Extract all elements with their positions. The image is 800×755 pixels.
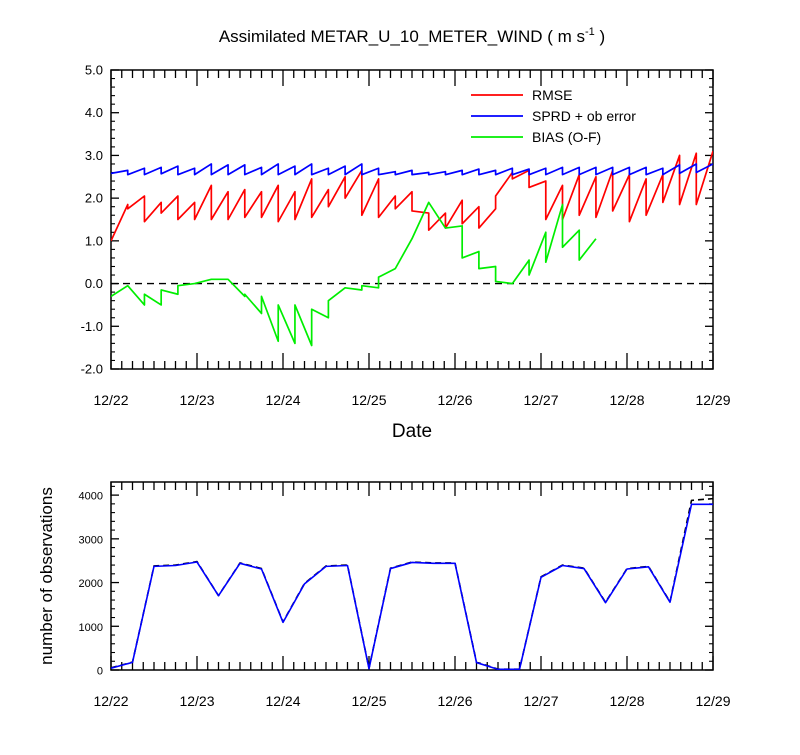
x-tick-label: 12/28 bbox=[609, 392, 644, 408]
x-tick-label: 12/25 bbox=[351, 693, 386, 709]
y-tick-label: 3.0 bbox=[85, 148, 103, 163]
x-tick-label: 12/24 bbox=[265, 693, 300, 709]
y-tick-label: 4000 bbox=[79, 491, 103, 503]
top-chart-legend: RMSE SPRD + ob error BIAS (O-F) bbox=[471, 87, 636, 145]
x-tick-label: 12/27 bbox=[523, 693, 558, 709]
bottom-chart-y-axis-label: number of observations bbox=[37, 487, 56, 665]
y-tick-label: -1.0 bbox=[81, 319, 103, 334]
x-tick-label: 12/29 bbox=[695, 392, 730, 408]
top-chart-title: Assimilated METAR_U_10_METER_WIND ( m s-… bbox=[219, 26, 605, 46]
series-line-assimilated-observations bbox=[111, 503, 713, 670]
top-chart-title-main: Assimilated METAR_U_10_METER_WIND ( m s bbox=[219, 27, 585, 46]
x-tick-label: 12/23 bbox=[179, 392, 214, 408]
top-chart: 12/22 12/23 12/24 12/25 12/26 12/27 12/28 12/29… bbox=[81, 63, 731, 409]
series-line-sprd-ob-error bbox=[111, 163, 713, 176]
y-tick-label: 5.0 bbox=[85, 63, 103, 78]
top-chart-x-axis-label: Date bbox=[392, 421, 432, 442]
x-tick-label: 12/22 bbox=[93, 693, 128, 709]
x-tick-label: 12/29 bbox=[695, 693, 730, 709]
y-tick-label: 4.0 bbox=[85, 105, 103, 120]
x-tick-label: 12/26 bbox=[437, 392, 472, 408]
legend-label: SPRD + ob error bbox=[532, 108, 636, 124]
y-tick-label: 3000 bbox=[79, 534, 103, 546]
x-tick-label: 12/27 bbox=[523, 392, 558, 408]
x-tick-label: 12/28 bbox=[609, 693, 644, 709]
series-line-rmse bbox=[111, 150, 713, 242]
bottom-chart: 12/22 12/23 12/24 12/25 12/26 12/27 12/28 12/29… bbox=[79, 481, 731, 709]
series-line-possible-observations bbox=[111, 497, 713, 670]
top-chart-title-superscript: -1 bbox=[585, 26, 595, 38]
y-tick-label: 1000 bbox=[79, 622, 103, 634]
y-tick-label: 2.0 bbox=[85, 191, 103, 206]
y-tick-label: 0.0 bbox=[85, 276, 103, 291]
legend-label: RMSE bbox=[532, 87, 572, 103]
series-line-bias-o-f bbox=[111, 201, 597, 347]
y-tick-label: 0 bbox=[97, 666, 103, 678]
x-tick-label: 12/24 bbox=[265, 392, 300, 408]
y-tick-label: 2000 bbox=[79, 578, 103, 590]
y-tick-label: 1.0 bbox=[85, 233, 103, 248]
x-tick-label: 12/26 bbox=[437, 693, 472, 709]
x-tick-label: 12/22 bbox=[93, 392, 128, 408]
top-chart-title-end: ) bbox=[595, 27, 605, 46]
legend-label: BIAS (O-F) bbox=[532, 129, 601, 145]
x-tick-label: 12/25 bbox=[351, 392, 386, 408]
x-tick-label: 12/23 bbox=[179, 693, 214, 709]
y-tick-label: -2.0 bbox=[81, 362, 103, 377]
